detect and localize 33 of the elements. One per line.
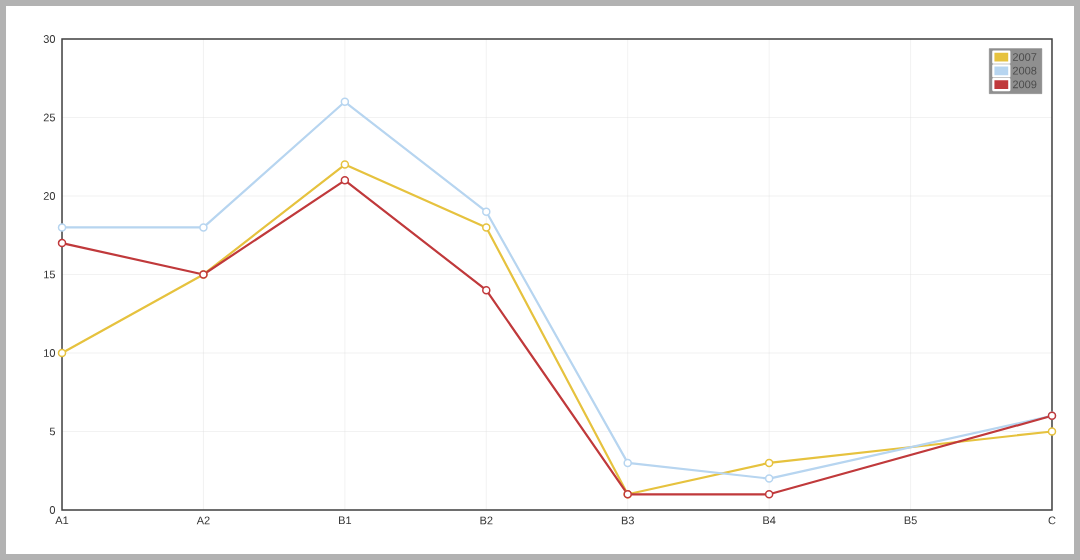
point — [57, 238, 67, 248]
point — [1047, 427, 1057, 436]
point — [57, 223, 67, 232]
point — [340, 176, 350, 185]
point — [764, 490, 774, 499]
x-tick-label: B2 — [480, 516, 493, 525]
x-tick-label: B5 — [904, 516, 917, 525]
point — [482, 207, 491, 216]
point — [764, 458, 774, 468]
point — [482, 285, 491, 295]
point — [57, 348, 67, 358]
legend-label: 2009 — [1012, 80, 1037, 89]
x-tick-label: C — [1048, 516, 1056, 525]
legend-label: 2008 — [1012, 66, 1037, 75]
point — [623, 458, 632, 468]
x-tick-label: B3 — [621, 516, 634, 525]
y-tick-label: 20 — [43, 192, 56, 200]
x-tick-label: B4 — [763, 516, 776, 525]
y-tick-label: 5 — [49, 427, 56, 436]
point — [764, 474, 774, 483]
y-tick-label: 25 — [43, 113, 56, 122]
x-tick-label: A1 — [55, 516, 69, 525]
legend-label: 2007 — [1012, 53, 1037, 61]
y-tick-label: 15 — [44, 270, 56, 279]
point — [340, 97, 350, 107]
x-tick-label: B1 — [339, 516, 352, 525]
y-tick-label: 0 — [49, 506, 56, 514]
x-tick-label: A2 — [196, 516, 210, 525]
point — [340, 160, 350, 169]
point — [199, 223, 208, 232]
point — [482, 223, 491, 232]
y-tick-label: 10 — [44, 349, 56, 357]
y-tick-label: 30 — [43, 35, 56, 43]
